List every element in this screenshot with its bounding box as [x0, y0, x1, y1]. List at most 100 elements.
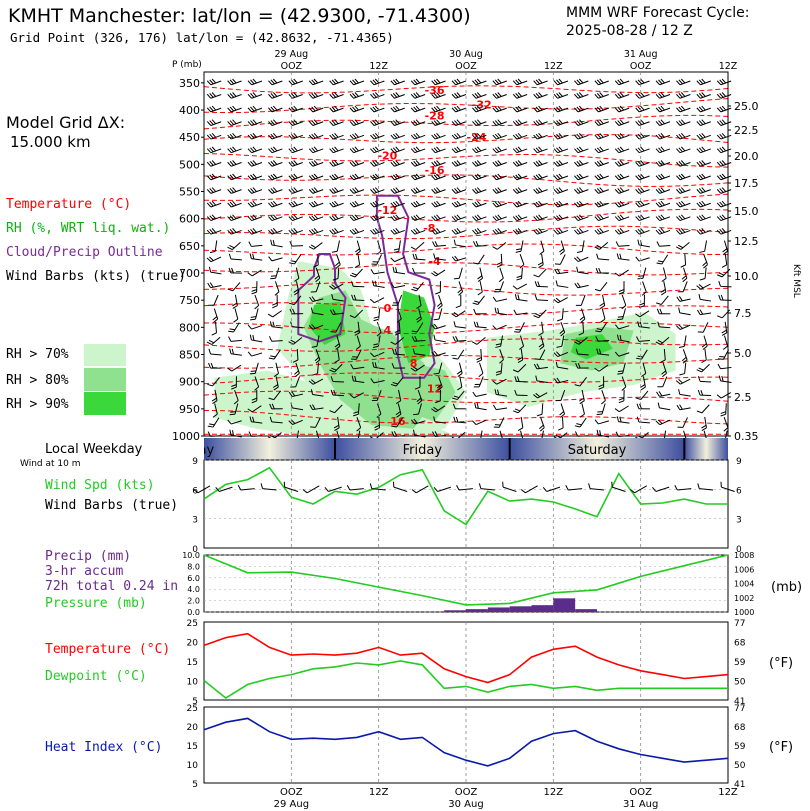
wind-barb-staff: [233, 322, 240, 333]
wind-barb: [335, 254, 341, 269]
wind-barb: [453, 239, 467, 248]
wind-barb-feather: [452, 357, 458, 360]
wind-barb: [538, 335, 545, 350]
wind-barb: [390, 377, 404, 387]
wind-barb: [431, 105, 446, 113]
wind-barb-staff: [210, 353, 222, 356]
wind-barb-staff: [317, 253, 319, 265]
wind-barb: [247, 92, 263, 99]
wind-ytick-left: 9: [192, 457, 198, 467]
wind-barb: [208, 348, 222, 356]
wind-barb-feather: [578, 173, 584, 179]
wind-barb-feather: [678, 296, 683, 302]
wind-speed-line: [203, 466, 728, 526]
surface-wind-barb-staff: [328, 486, 342, 492]
wind-barb-staff: [496, 312, 508, 316]
wind-barb-feather: [211, 187, 217, 192]
wind-barb-feather: [415, 78, 421, 84]
wind-barb: [431, 323, 446, 330]
temp-ytick-c: 5: [192, 697, 198, 707]
wind-barb-feather: [311, 345, 318, 348]
wind-barb-feather: [515, 106, 520, 112]
wind-barb-staff: [682, 281, 688, 292]
wind-barb-feather: [413, 147, 418, 153]
wind-barb-staff: [519, 254, 525, 265]
wind-barb-feather: [576, 188, 581, 193]
wind-barb-feather: [598, 348, 602, 355]
wind-barb-feather: [311, 188, 316, 193]
wind-barb-staff: [271, 326, 283, 329]
wind-barb-feather: [617, 106, 622, 112]
wind-barb-staff: [353, 229, 365, 235]
wind-barb-feather: [660, 214, 665, 220]
wind-barb-feather: [472, 302, 478, 306]
surface-wind-barb-feather: [588, 483, 591, 489]
wind-barb-staff: [516, 94, 528, 99]
wind-barb-feather: [415, 119, 421, 125]
wind-barb-feather: [352, 120, 357, 125]
wind-barb-feather: [680, 119, 686, 125]
wind-barb: [716, 146, 732, 154]
wind-barb-feather: [703, 264, 708, 269]
wind-barb-feather: [617, 372, 623, 375]
wind-barb-staff: [476, 337, 486, 345]
wind-barb-staff: [659, 134, 671, 140]
wind-barb: [553, 119, 569, 126]
wind-barb-feather: [272, 78, 278, 84]
wind-barb-feather: [492, 216, 497, 221]
wind-barb-feather: [514, 376, 517, 382]
wind-barb: [349, 119, 365, 126]
wind-barb-staff: [641, 349, 648, 360]
wind-barb-feather: [227, 189, 232, 194]
wind-barb-feather: [352, 188, 357, 193]
wind-barb-feather: [475, 240, 479, 247]
wind-barb-feather: [454, 93, 459, 98]
wind-barb-feather: [334, 343, 340, 348]
wind-barb-staff: [601, 308, 606, 320]
wind-barb-feather: [370, 134, 375, 140]
wind-barb: [371, 254, 382, 265]
wind-barb-feather: [698, 188, 704, 193]
wind-barb: [655, 92, 671, 99]
wind-barb-feather: [533, 121, 538, 126]
wind-barb-feather: [227, 93, 232, 99]
wind-barb-feather: [533, 216, 538, 221]
wind-barb-staff: [414, 202, 426, 208]
wind-barb-feather: [355, 248, 360, 253]
wind-barb-feather: [206, 229, 212, 235]
wind-barb: [232, 294, 238, 309]
wind-barb: [533, 392, 548, 399]
surface-wind-barb-staff: [525, 485, 538, 494]
wind-barb-feather: [212, 413, 218, 418]
wind-barb-staff: [521, 267, 523, 279]
wind-barb: [308, 214, 324, 222]
wind-barb: [206, 228, 222, 235]
wind-barb-feather: [354, 214, 359, 220]
wind-barb-feather: [334, 187, 339, 192]
wind-barb: [517, 348, 524, 364]
wind-barb-feather: [716, 229, 722, 235]
wind-barb: [717, 363, 732, 370]
wind-barb-feather: [211, 119, 217, 125]
wind-barb: [433, 308, 443, 321]
wind-barb: [309, 404, 324, 411]
wind-barb-feather: [350, 363, 354, 370]
wind-barb-feather: [720, 294, 724, 301]
wind-barb-staff: [619, 269, 629, 277]
wind-barb-feather: [213, 318, 218, 323]
wind-barb-feather: [639, 403, 642, 409]
wind-barb-feather: [394, 329, 401, 334]
wind-barb: [676, 105, 691, 113]
wind-barb-feather: [289, 262, 295, 265]
wind-barb-feather: [576, 266, 579, 273]
wind-barb-feather: [436, 214, 441, 220]
wind-barb-feather: [539, 424, 544, 430]
wind-barb: [268, 200, 283, 208]
wind-barb-feather: [211, 200, 217, 206]
wind-barb: [594, 92, 609, 99]
heat-ytick-c: 15: [187, 742, 198, 752]
wind-barb-feather: [617, 201, 622, 207]
wind-barb-feather: [273, 384, 279, 388]
wind-barb: [433, 416, 446, 424]
wind-barb-feather: [514, 389, 517, 396]
